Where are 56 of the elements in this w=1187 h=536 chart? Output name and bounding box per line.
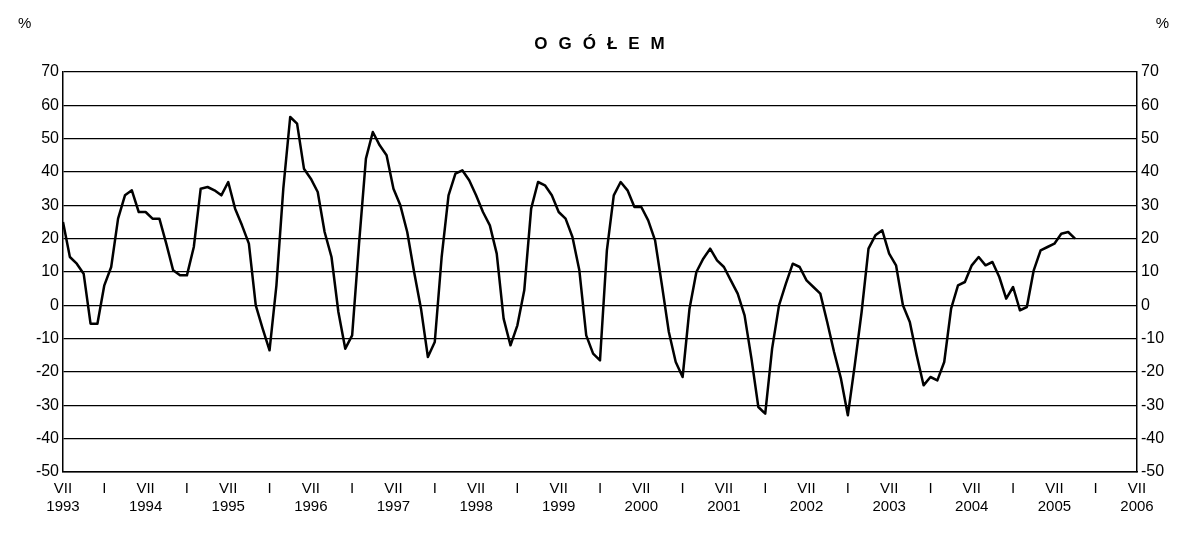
y-tick-label: -50 <box>35 462 60 480</box>
x-tick-label: I <box>432 479 437 497</box>
y-tick-label: 40 <box>41 162 60 180</box>
x-tick-label: I <box>102 479 107 497</box>
x-tick-label: I <box>680 479 685 497</box>
x-tick-label: VII 1996 <box>294 479 328 515</box>
x-tick-label: I <box>515 479 520 497</box>
x-tick-label: VII 1995 <box>211 479 245 515</box>
x-tick-label: I <box>350 479 355 497</box>
y2-tick-label: 60 <box>1141 95 1159 113</box>
x-tick-label: VII 1993 <box>46 479 80 515</box>
x-tick-label: VII 2001 <box>707 479 741 515</box>
x-tick-label: VII 2005 <box>1037 479 1072 515</box>
y2-axis-title: % <box>1155 14 1169 32</box>
x-tick-label: I <box>928 479 933 497</box>
y-tick-label: 10 <box>41 262 60 280</box>
y2-tick-label: 20 <box>1141 229 1159 247</box>
y2-tick-label: 30 <box>1141 195 1159 213</box>
x-tick-label: I <box>597 479 603 497</box>
y2-tick-label: -50 <box>1141 462 1165 480</box>
y-tick-label: 20 <box>41 229 60 247</box>
x-tick-label: VII 2006 <box>1120 479 1154 515</box>
y2-tick-label: -20 <box>1141 362 1165 380</box>
x-tick-label: VII 2004 <box>955 479 989 515</box>
y-tick-label: 50 <box>41 129 60 147</box>
y-axis-title: % <box>18 14 32 32</box>
x-tick-label: VII 1998 <box>459 479 493 515</box>
y2-tick-label: 50 <box>1141 129 1159 147</box>
y-tick-label: 0 <box>50 295 60 313</box>
x-tick-label: VII 2000 <box>624 479 658 515</box>
y2-tick-label: 40 <box>1141 162 1159 180</box>
y-tick-label: 70 <box>41 62 60 80</box>
x-tick-label: VII 1997 <box>376 479 411 515</box>
y-tick-label: -40 <box>35 429 60 447</box>
x-tick-label: I <box>763 479 768 497</box>
x-tick-label: VII 2003 <box>872 479 906 515</box>
y2-tick-label: -40 <box>1141 429 1165 447</box>
y-tick-label: -10 <box>35 329 60 347</box>
y2-tick-label: -10 <box>1141 329 1165 347</box>
chart-title: OGÓŁEM <box>534 33 676 53</box>
y2-tick-label: 10 <box>1141 262 1159 280</box>
y-tick-label: 60 <box>41 95 60 113</box>
y-tick-label: 30 <box>41 195 60 213</box>
x-tick-label: VII 1994 <box>128 479 163 515</box>
x-tick-label: VII 2002 <box>789 479 824 515</box>
x-tick-label: I <box>1010 479 1016 497</box>
y2-tick-label: 0 <box>1141 295 1150 313</box>
y-tick-label: -30 <box>35 395 60 413</box>
y2-tick-label: -30 <box>1141 395 1165 413</box>
x-tick-label: I <box>845 479 850 497</box>
y2-tick-label: 70 <box>1141 62 1159 80</box>
x-tick-label: I <box>184 479 190 497</box>
y-tick-label: -20 <box>35 362 60 380</box>
x-tick-label: VII 1999 <box>542 479 576 515</box>
x-tick-label: I <box>1093 479 1098 497</box>
x-tick-label: I <box>267 479 272 497</box>
